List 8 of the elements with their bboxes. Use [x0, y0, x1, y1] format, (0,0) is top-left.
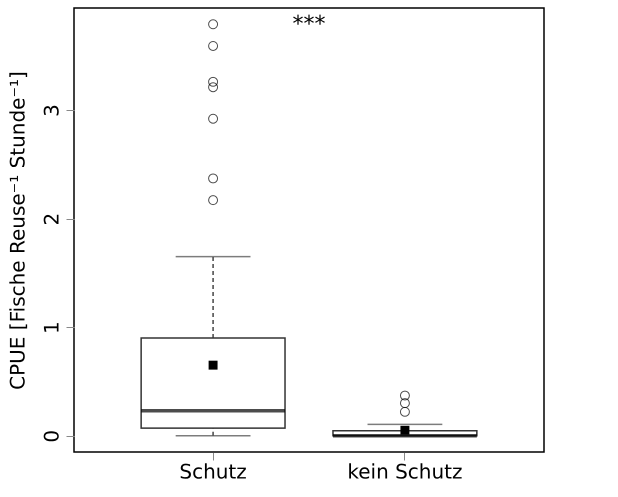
y-tick-label: 3 [40, 104, 64, 117]
x-tick-label: kein Schutz [347, 460, 462, 484]
y-tick-label: 1 [40, 321, 64, 334]
annotation: *** [292, 12, 326, 37]
y-axis-title: CPUE [Fische Reuse⁻¹ Stunde⁻¹] [6, 71, 30, 390]
y-tick-label: 2 [40, 212, 64, 226]
y-tick-label: 0 [40, 430, 64, 443]
x-tick-label: Schutz [179, 460, 247, 484]
